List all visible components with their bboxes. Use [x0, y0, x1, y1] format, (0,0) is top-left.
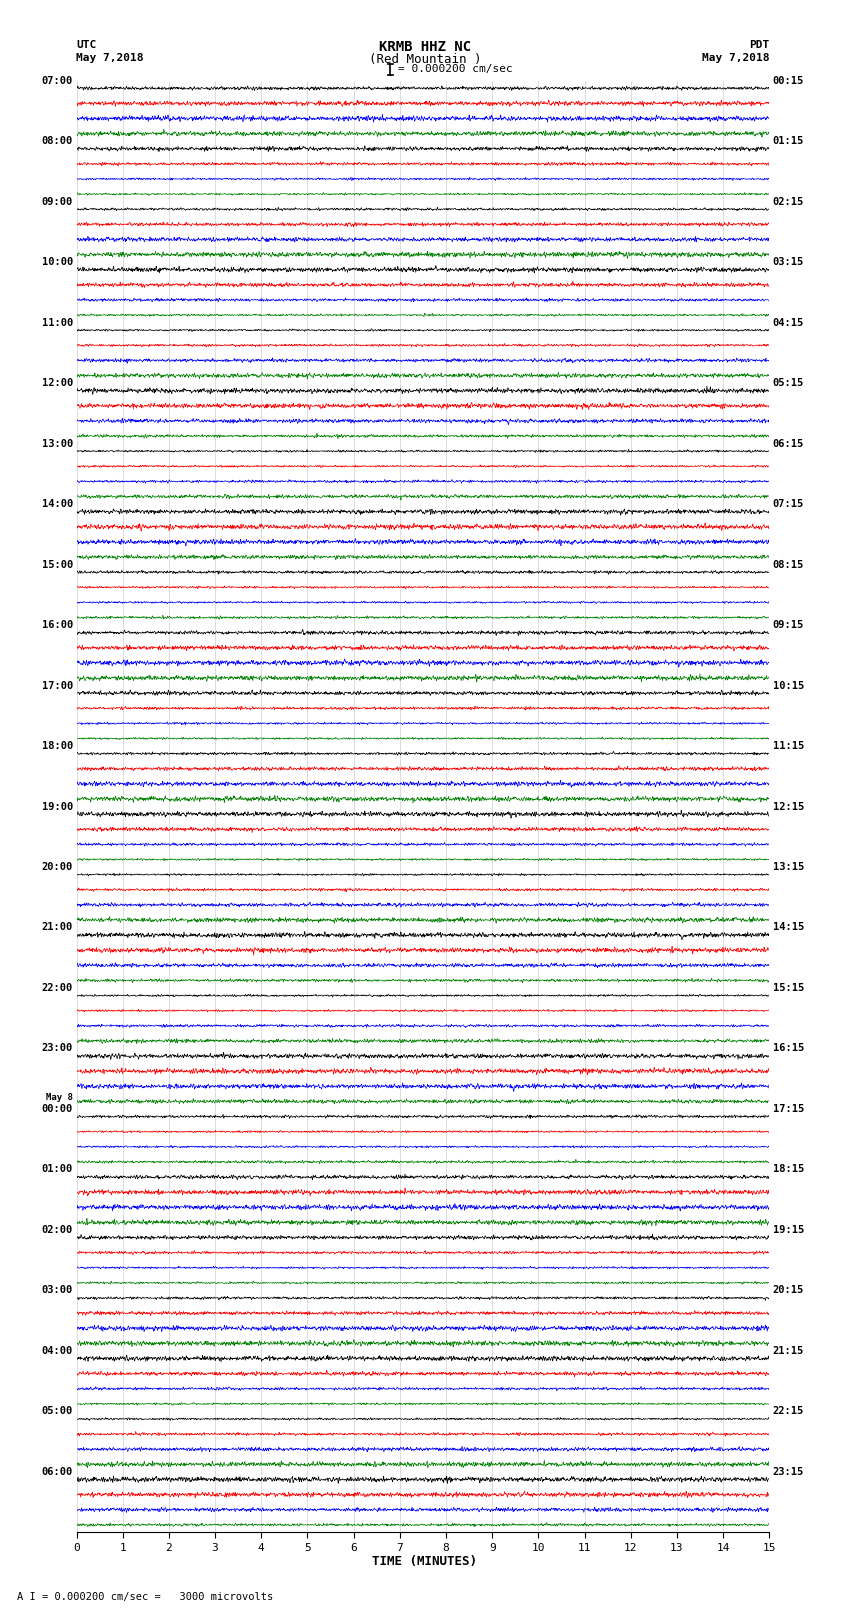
Text: 06:15: 06:15	[773, 439, 804, 448]
Text: 03:00: 03:00	[42, 1286, 73, 1295]
Text: 11:00: 11:00	[42, 318, 73, 327]
Text: 01:15: 01:15	[773, 135, 804, 147]
Text: 11:15: 11:15	[773, 740, 804, 752]
Text: May 8: May 8	[46, 1094, 73, 1103]
Text: 18:00: 18:00	[42, 740, 73, 752]
Text: 16:15: 16:15	[773, 1044, 804, 1053]
Text: 04:00: 04:00	[42, 1345, 73, 1357]
Text: TIME (MINUTES): TIME (MINUTES)	[372, 1555, 478, 1568]
Text: 21:15: 21:15	[773, 1345, 804, 1357]
Text: 15:15: 15:15	[773, 982, 804, 994]
Text: 12:00: 12:00	[42, 377, 73, 389]
Text: 08:15: 08:15	[773, 560, 804, 569]
Text: 15:00: 15:00	[42, 560, 73, 569]
Text: 08:00: 08:00	[42, 135, 73, 147]
Text: 21:00: 21:00	[42, 923, 73, 932]
Text: 20:00: 20:00	[42, 861, 73, 873]
Text: 13:15: 13:15	[773, 861, 804, 873]
Text: 23:15: 23:15	[773, 1466, 804, 1478]
Text: 19:00: 19:00	[42, 802, 73, 811]
Text: 04:15: 04:15	[773, 318, 804, 327]
Text: (Red Mountain ): (Red Mountain )	[369, 53, 481, 66]
Text: 22:00: 22:00	[42, 982, 73, 994]
Text: 14:00: 14:00	[42, 498, 73, 510]
Text: 17:15: 17:15	[773, 1103, 804, 1115]
Text: 10:15: 10:15	[773, 681, 804, 690]
Text: 02:15: 02:15	[773, 197, 804, 206]
Text: 05:15: 05:15	[773, 377, 804, 389]
Text: 18:15: 18:15	[773, 1165, 804, 1174]
Text: 22:15: 22:15	[773, 1407, 804, 1416]
Text: 06:00: 06:00	[42, 1466, 73, 1478]
Text: 12:15: 12:15	[773, 802, 804, 811]
Text: 19:15: 19:15	[773, 1224, 804, 1236]
Text: = 0.000200 cm/sec: = 0.000200 cm/sec	[398, 65, 513, 74]
Text: 09:15: 09:15	[773, 619, 804, 631]
Text: 16:00: 16:00	[42, 619, 73, 631]
Text: UTC: UTC	[76, 40, 97, 50]
Text: 01:00: 01:00	[42, 1165, 73, 1174]
Text: 23:00: 23:00	[42, 1044, 73, 1053]
Text: 10:00: 10:00	[42, 256, 73, 268]
Text: 00:00: 00:00	[42, 1103, 73, 1115]
Text: PDT: PDT	[749, 40, 769, 50]
Text: 02:00: 02:00	[42, 1224, 73, 1236]
Text: KRMB HHZ NC: KRMB HHZ NC	[379, 40, 471, 53]
Text: 20:15: 20:15	[773, 1286, 804, 1295]
Text: May 7,2018: May 7,2018	[702, 53, 769, 63]
Text: 00:15: 00:15	[773, 76, 804, 85]
Text: 07:15: 07:15	[773, 498, 804, 510]
Text: 05:00: 05:00	[42, 1407, 73, 1416]
Text: 09:00: 09:00	[42, 197, 73, 206]
Text: A I = 0.000200 cm/sec =   3000 microvolts: A I = 0.000200 cm/sec = 3000 microvolts	[17, 1592, 273, 1602]
Text: May 7,2018: May 7,2018	[76, 53, 144, 63]
Text: 17:00: 17:00	[42, 681, 73, 690]
Text: 07:00: 07:00	[42, 76, 73, 85]
Text: 03:15: 03:15	[773, 256, 804, 268]
Text: 14:15: 14:15	[773, 923, 804, 932]
Text: 13:00: 13:00	[42, 439, 73, 448]
